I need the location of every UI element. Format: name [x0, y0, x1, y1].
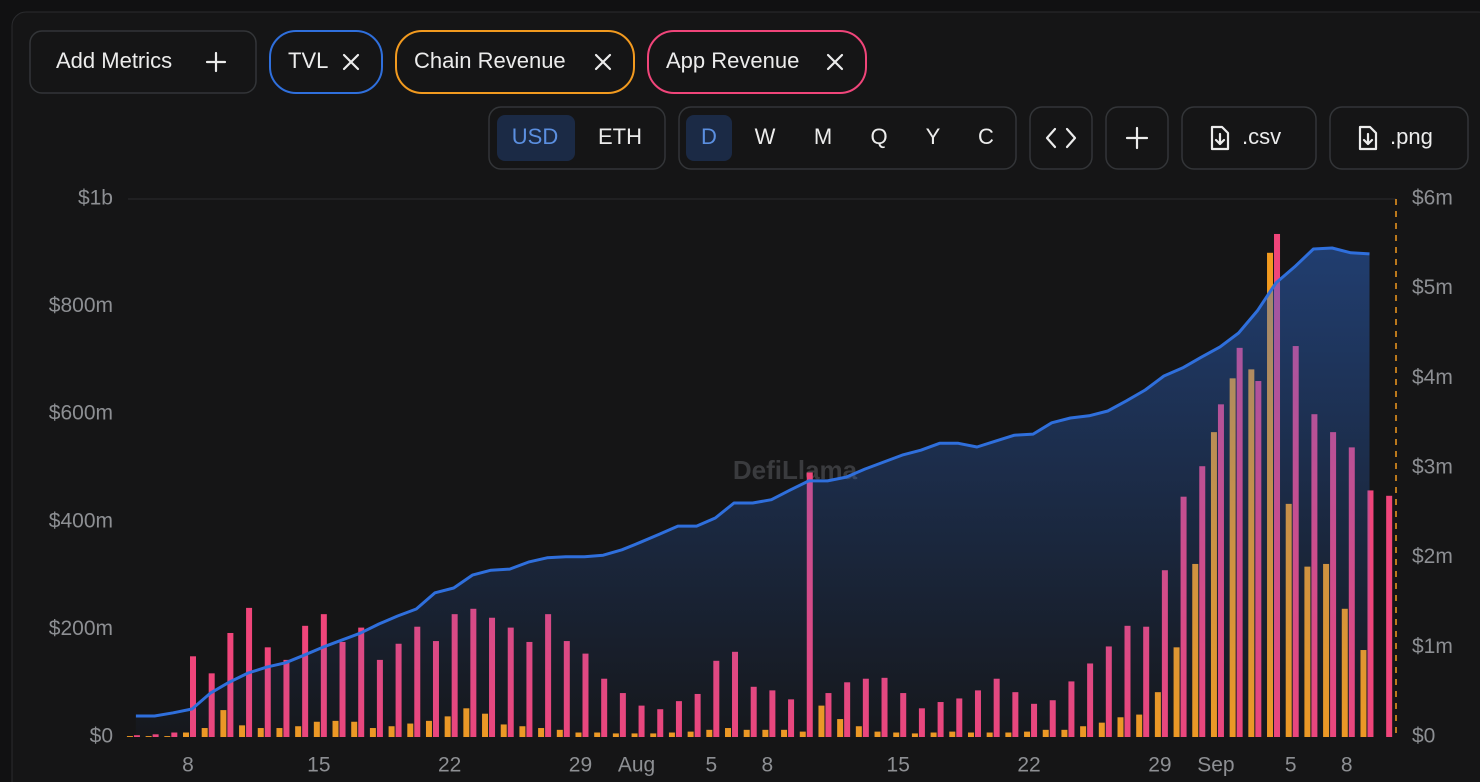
y2-tick-label: $4m — [1412, 366, 1453, 389]
y2-tick-label: $5m — [1412, 276, 1453, 299]
tvl-area — [135, 248, 1370, 737]
button-label: Add Metrics — [56, 48, 172, 73]
plot: $0 $200m $400m $600m $800m $1b $0 $1m $2m $3m $4m $… — [49, 187, 1453, 777]
csv-button[interactable]: .csv — [1181, 106, 1317, 170]
x-tick-label: Sep — [1197, 754, 1234, 777]
period-group — [678, 106, 1017, 170]
bar — [1367, 490, 1374, 737]
x-tick-label: 22 — [438, 754, 461, 777]
metric-chip[interactable]: App Revenue — [647, 30, 867, 94]
period-option[interactable]: Y — [926, 124, 941, 149]
button-label: .png — [1390, 124, 1433, 149]
y2-tick-label: $6m — [1412, 187, 1453, 210]
metric-chip[interactable]: TVL — [269, 30, 383, 94]
y-tick-label: $600m — [49, 402, 113, 425]
tvl-line — [135, 246, 1370, 718]
png-button[interactable]: .png — [1329, 106, 1469, 170]
y-tick-label: $400m — [49, 509, 113, 532]
period-option[interactable]: M — [814, 124, 832, 149]
period-option[interactable]: W — [755, 124, 776, 149]
y-tick-label: $200m — [49, 617, 113, 640]
selected-bg — [497, 115, 575, 161]
chip-label: TVL — [288, 48, 328, 73]
x-tick-label: 8 — [1341, 754, 1353, 777]
x-tick-label: Aug — [618, 754, 655, 777]
x-tick-label: 8 — [182, 754, 194, 777]
period-option[interactable]: D — [701, 124, 717, 149]
x-tick-label: 15 — [307, 754, 330, 777]
embed-button[interactable] — [1029, 106, 1093, 170]
period-option[interactable]: C — [978, 124, 994, 149]
selected-bg — [686, 115, 732, 161]
add-button[interactable] — [1105, 106, 1169, 170]
x-tick-label: 22 — [1017, 754, 1040, 777]
y-tick-label: $800m — [49, 294, 113, 317]
metric-chip[interactable]: Chain Revenue — [395, 30, 635, 94]
period-option[interactable]: Q — [870, 124, 887, 149]
y-tick-label: $0 — [90, 725, 113, 748]
currency-option[interactable]: ETH — [598, 124, 642, 149]
button-label: .csv — [1242, 124, 1281, 149]
x-tick-label: 29 — [569, 754, 592, 777]
x-tick-label: 5 — [1285, 754, 1297, 777]
y2-tick-label: $1m — [1412, 635, 1453, 658]
x-tick-label: 8 — [762, 754, 774, 777]
bar — [126, 736, 133, 737]
chip-label: App Revenue — [666, 48, 799, 73]
chip-label: Chain Revenue — [414, 48, 566, 73]
y2-tick-label: $2m — [1412, 545, 1453, 568]
x-tick-label: 5 — [705, 754, 717, 777]
bar — [1386, 495, 1393, 737]
y2-tick-label: $3m — [1412, 456, 1453, 479]
currency-option[interactable]: USD — [512, 124, 558, 149]
x-tick-label: 29 — [1148, 754, 1171, 777]
bar — [190, 656, 196, 737]
y2-tick-label: $0 — [1412, 725, 1435, 748]
add-metrics-button[interactable]: Add Metrics — [29, 30, 257, 94]
y-tick-label: $1b — [78, 187, 113, 210]
x-tick-label: 15 — [887, 754, 910, 777]
